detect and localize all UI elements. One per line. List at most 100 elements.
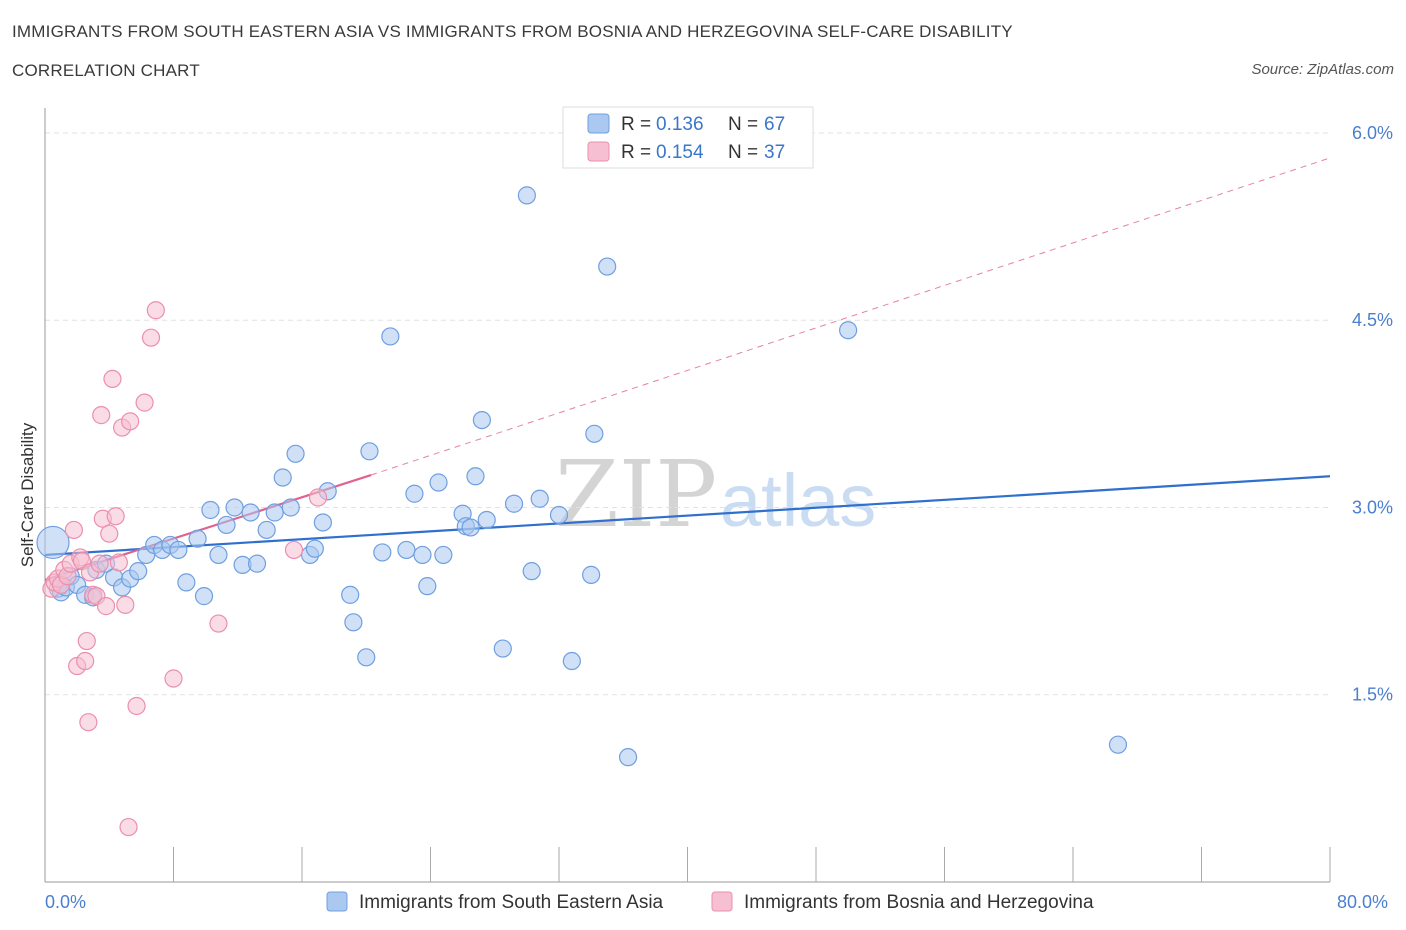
y-tick-labels: 1.5% 3.0% 4.5% 6.0%: [1352, 123, 1393, 705]
point-bosnia-herzegovina: [116, 595, 135, 614]
point-south-eastern-asia: [461, 518, 480, 537]
x-tick-label-min: 0.0%: [45, 892, 86, 912]
point-south-eastern-asia: [225, 498, 244, 517]
point-south-eastern-asia: [281, 498, 300, 517]
point-south-eastern-asia: [344, 613, 363, 632]
legend-n-value-2: 37: [764, 142, 785, 163]
trend-line-bosnia-herzegovina-extension: [370, 157, 1331, 476]
point-south-eastern-asia: [517, 186, 536, 205]
point-south-eastern-asia: [839, 321, 858, 340]
point-bosnia-herzegovina: [106, 507, 125, 526]
point-south-eastern-asia: [257, 520, 276, 540]
watermark: ZIP atlas: [555, 441, 876, 548]
point-bosnia-herzegovina: [209, 614, 228, 633]
legend-swatch-blue: [587, 113, 610, 134]
point-south-eastern-asia: [562, 651, 581, 671]
legend-r-label-2: R =: [621, 142, 651, 163]
x-tick-label-max: 80.0%: [1337, 892, 1388, 912]
point-bosnia-herzegovina: [308, 488, 328, 507]
point-south-eastern-asia: [247, 554, 267, 573]
point-bosnia-herzegovina: [79, 713, 98, 732]
point-south-eastern-asia: [169, 540, 188, 560]
point-south-eastern-asia: [188, 529, 207, 548]
point-south-eastern-asia: [549, 505, 569, 525]
point-south-eastern-asia: [405, 484, 424, 503]
point-south-eastern-asia: [585, 424, 604, 443]
y-tick-label: 3.0%: [1352, 497, 1393, 517]
point-south-eastern-asia: [201, 500, 220, 520]
point-bosnia-herzegovina: [90, 554, 109, 573]
legend-r-value-1: 0.136: [656, 114, 704, 135]
point-south-eastern-asia: [582, 565, 601, 584]
x-ticks: [173, 847, 1331, 882]
point-south-eastern-asia: [477, 510, 496, 530]
source-credit: Source: ZipAtlas.com: [1251, 61, 1394, 78]
point-bosnia-herzegovina: [146, 301, 165, 320]
point-bosnia-herzegovina: [119, 817, 138, 837]
legend-n-label-1: N =: [728, 114, 758, 135]
series-legend-label-pink: Immigrants from Bosnia and Herzegovina: [744, 892, 1094, 913]
point-south-eastern-asia: [194, 587, 214, 606]
point-south-eastern-asia: [313, 513, 332, 532]
legend-swatch-pink: [587, 141, 610, 162]
point-south-eastern-asia: [434, 545, 453, 565]
correlation-legend: R = 0.136 N = 67 R = 0.154 N = 37: [562, 106, 814, 169]
chart-title-line-1: IMMIGRANTS FROM SOUTH EASTERN ASIA VS IM…: [12, 22, 1013, 41]
point-bosnia-herzegovina: [96, 597, 116, 616]
series-legend-label-blue: Immigrants from South Eastern Asia: [359, 892, 664, 913]
point-south-eastern-asia: [504, 494, 524, 513]
point-south-eastern-asia: [413, 545, 432, 565]
watermark-atlas: atlas: [720, 459, 876, 542]
point-south-eastern-asia: [530, 489, 549, 508]
point-south-eastern-asia: [522, 562, 541, 581]
point-south-eastern-asia: [217, 515, 236, 535]
point-south-eastern-asia: [1108, 735, 1128, 754]
point-south-eastern-asia: [618, 748, 638, 767]
y-tick-label: 6.0%: [1352, 123, 1393, 143]
series-legend: Immigrants from South Eastern Asia Immig…: [326, 891, 1094, 913]
legend-n-value-1: 67: [764, 114, 785, 135]
point-bosnia-herzegovina: [77, 631, 96, 651]
watermark-zip: ZIP: [555, 441, 717, 548]
point-south-eastern-asia: [466, 467, 485, 486]
point-south-eastern-asia: [493, 639, 512, 658]
point-south-eastern-asia: [177, 573, 196, 592]
point-south-eastern-asia: [429, 473, 448, 492]
point-bosnia-herzegovina: [64, 520, 84, 540]
point-bosnia-herzegovina: [76, 651, 95, 671]
point-south-eastern-asia: [305, 539, 324, 558]
point-bosnia-herzegovina: [164, 669, 183, 688]
point-south-eastern-asia: [357, 648, 376, 667]
point-south-eastern-asia: [472, 410, 491, 430]
legend-r-label-1: R =: [621, 114, 651, 135]
point-south-eastern-asia: [360, 442, 379, 461]
point-south-eastern-asia: [381, 327, 400, 346]
point-bosnia-herzegovina: [141, 328, 161, 347]
point-south-eastern-asia: [418, 577, 437, 596]
point-south-eastern-asia: [129, 562, 148, 581]
y-axis-label: Self-Care Disability: [18, 422, 37, 567]
legend-n-label-2: N =: [728, 142, 758, 163]
trend-line-south-eastern-asia: [44, 475, 1331, 557]
series-legend-swatch-blue: [326, 891, 348, 912]
point-bosnia-herzegovina: [100, 524, 119, 543]
point-south-eastern-asia: [209, 545, 228, 565]
legend-r-value-2: 0.154: [656, 142, 704, 163]
point-south-eastern-asia: [265, 503, 284, 522]
point-south-eastern-asia: [341, 585, 360, 604]
point-bosnia-herzegovina: [109, 553, 128, 572]
point-bosnia-herzegovina: [92, 406, 111, 425]
point-south-eastern-asia: [373, 543, 392, 562]
point-south-eastern-asia: [598, 257, 617, 276]
trend-lines: [44, 157, 1331, 581]
y-tick-label: 1.5%: [1352, 685, 1393, 705]
chart-title-line-2: CORRELATION CHART: [12, 61, 200, 80]
point-south-eastern-asia: [397, 540, 416, 560]
point-bosnia-herzegovina: [103, 369, 122, 388]
point-south-eastern-asia: [273, 468, 292, 487]
series-bosnia-herzegovina-points: [42, 301, 328, 837]
point-south-eastern-asia: [36, 525, 70, 560]
point-south-eastern-asia: [286, 444, 305, 463]
point-bosnia-herzegovina: [284, 540, 304, 560]
